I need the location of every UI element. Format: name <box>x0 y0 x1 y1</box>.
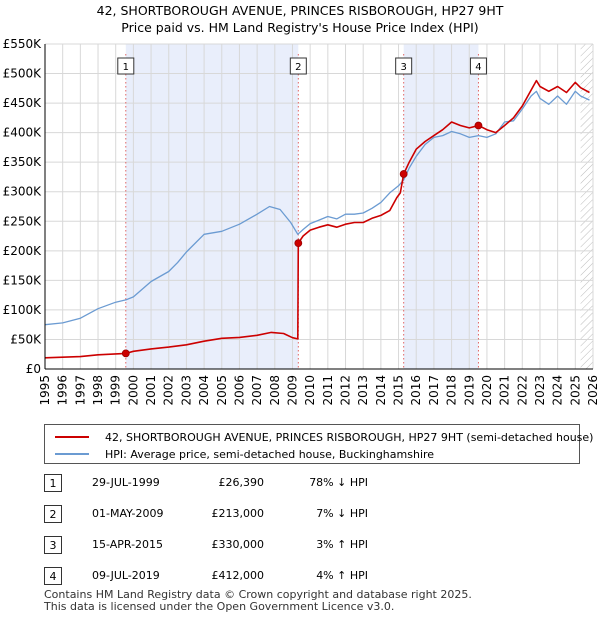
legend: 42, SHORTBOROUGH AVENUE, PRINCES RISBORO… <box>44 424 593 464</box>
sale-price: £26,390 <box>218 476 265 489</box>
property-price-line <box>44 79 590 359</box>
sale-number-box <box>395 57 413 75</box>
x-tick-label: 2013 <box>356 375 370 406</box>
y-tick-label: £350K <box>3 155 43 169</box>
sale-number-label: 1 <box>123 62 129 73</box>
sale-hpi-diff: 78% ↓ HPI <box>309 476 368 489</box>
sale-date: 15-APR-2015 <box>92 538 164 551</box>
y-tick-label: £0 <box>26 362 41 376</box>
sale-hpi-diff: 3% ↑ HPI <box>316 538 368 551</box>
sale-number-badge: 4 <box>44 567 62 585</box>
y-tick-label: £150K <box>3 273 43 287</box>
x-tick-label: 2019 <box>462 375 476 406</box>
sale-number-badge: 3 <box>44 536 62 554</box>
y-tick-label: £500K <box>3 67 43 81</box>
footer: Contains HM Land Registry data © Crown c… <box>44 589 472 613</box>
sale-number-label: 3 <box>400 62 406 73</box>
sale-row: 4 09-JUL-2019 £412,000 4% ↑ HPI <box>44 567 584 587</box>
sale-row: 2 01-MAY-2009 £213,000 7% ↓ HPI <box>44 505 584 525</box>
x-tick-label: 2016 <box>409 375 423 406</box>
sale-point <box>294 239 303 248</box>
y-tick-label: £250K <box>3 214 43 228</box>
x-tick-label: 1995 <box>38 375 52 406</box>
y-tick-label: £300K <box>3 185 43 199</box>
sale-number-label: 4 <box>475 62 481 73</box>
sale-hpi-diff: 7% ↓ HPI <box>316 507 368 520</box>
x-tick-label: 2000 <box>126 375 140 406</box>
x-tick-label: 2007 <box>250 375 264 406</box>
footer-copyright: Contains HM Land Registry data © Crown c… <box>44 588 472 601</box>
x-tick-label: 2005 <box>215 375 229 406</box>
sale-point <box>399 170 408 178</box>
sale-price: £330,000 <box>211 538 265 551</box>
x-tick-label: 2008 <box>268 375 282 406</box>
x-tick-label: 2002 <box>162 375 176 406</box>
sale-date: 09-JUL-2019 <box>92 569 160 582</box>
y-tick-label: £200K <box>3 244 43 258</box>
sale-point <box>121 349 130 358</box>
y-tick-label: £400K <box>3 126 43 140</box>
x-tick-label: 2003 <box>179 375 193 406</box>
x-tick-label: 2004 <box>197 375 211 406</box>
x-tick-label: 2009 <box>285 375 299 406</box>
x-tick-label: 2022 <box>515 375 529 406</box>
x-tick-label: 2018 <box>445 375 459 406</box>
legend-label-hpi: HPI: Average price, semi-detached house,… <box>105 447 435 461</box>
y-tick-label: £550K <box>3 37 43 51</box>
footer-licence: This data is licensed under the Open Gov… <box>44 600 395 613</box>
sale-number-badge: 1 <box>44 474 62 492</box>
sale-hpi-diff: 4% ↑ HPI <box>316 569 368 582</box>
x-tick-label: 2017 <box>427 375 441 406</box>
sale-row: 3 15-APR-2015 £330,000 3% ↑ HPI <box>44 536 584 556</box>
sale-price: £213,000 <box>211 507 265 520</box>
sale-number-box <box>469 57 487 75</box>
y-tick-label: £50K <box>10 332 42 346</box>
sale-number-badge: 2 <box>44 505 62 523</box>
x-tick-label: 2014 <box>374 375 388 406</box>
legend-label-property: 42, SHORTBOROUGH AVENUE, PRINCES RISBORO… <box>105 430 594 444</box>
sale-row: 1 29-JUL-1999 £26,390 78% ↓ HPI <box>44 474 584 494</box>
sale-point <box>474 121 483 130</box>
x-tick-label: 2015 <box>392 375 406 406</box>
x-tick-label: 2023 <box>533 375 547 406</box>
x-tick-label: 2006 <box>232 375 246 406</box>
x-tick-label: 2012 <box>339 375 353 406</box>
sale-number-box <box>117 57 135 75</box>
legend-swatch-hpi <box>55 453 89 455</box>
x-tick-label: 1999 <box>109 375 123 406</box>
x-tick-label: 2026 <box>586 375 600 406</box>
x-tick-label: 2024 <box>551 375 565 406</box>
price-chart: 1 2 3 4 £0 £50K £100K £150K £200K £250K £300K £350… <box>3 37 600 406</box>
x-tick-label: 1996 <box>56 375 70 406</box>
chart-title: 42, SHORTBOROUGH AVENUE, PRINCES RISBORO… <box>0 2 600 36</box>
x-tick-label: 2020 <box>480 375 494 406</box>
shaded-period <box>125 44 299 369</box>
title-line-2: Price paid vs. HM Land Registry's House … <box>121 20 479 35</box>
sale-price: £412,000 <box>211 569 265 582</box>
x-tick-label: 1998 <box>91 375 105 406</box>
x-tick-label: 1997 <box>73 375 87 406</box>
sale-date: 01-MAY-2009 <box>92 507 164 520</box>
shaded-period <box>403 44 479 369</box>
legend-item-hpi: HPI: Average price, semi-detached house,… <box>55 446 434 462</box>
title-line-1: 42, SHORTBOROUGH AVENUE, PRINCES RISBORO… <box>96 3 504 18</box>
hpi-line <box>44 90 590 326</box>
x-tick-label: 2025 <box>568 375 582 406</box>
legend-item-property: 42, SHORTBOROUGH AVENUE, PRINCES RISBORO… <box>55 429 593 445</box>
sale-number-label: 2 <box>295 62 301 73</box>
x-tick-label: 2021 <box>498 375 512 406</box>
x-tick-label: 2011 <box>321 375 335 406</box>
x-tick-label: 2010 <box>303 375 317 406</box>
legend-swatch-property <box>55 436 89 438</box>
sale-date: 29-JUL-1999 <box>92 476 160 489</box>
y-tick-label: £100K <box>3 303 43 317</box>
y-tick-label: £450K <box>3 96 43 110</box>
forecast-hatch <box>580 44 593 369</box>
x-tick-label: 2001 <box>144 375 158 406</box>
sale-number-box <box>289 57 307 75</box>
